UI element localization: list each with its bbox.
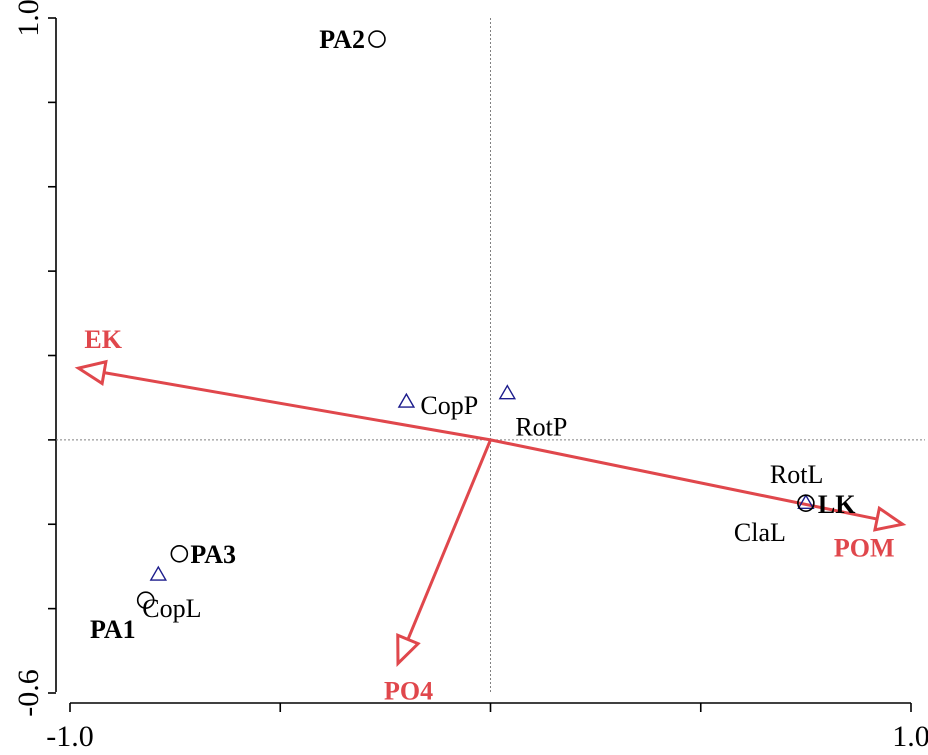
vector-label: POM	[834, 533, 895, 562]
vector-arrowhead	[872, 505, 907, 532]
reference-lines	[56, 18, 925, 693]
site-label: PA3	[190, 540, 236, 569]
y-tick-label: 1.0	[12, 0, 45, 37]
vector-arrowhead	[396, 632, 421, 668]
site-label: PA1	[90, 615, 136, 644]
site-label: LK	[818, 490, 856, 519]
site-label: PA2	[319, 25, 365, 54]
vector-line	[103, 371, 491, 442]
site-points: PA2 PA3 PA1 LK	[90, 25, 856, 644]
x-tick-label: -1.0	[46, 720, 94, 753]
vector-line	[406, 439, 492, 641]
site-marker	[170, 544, 189, 563]
site-marker	[136, 591, 155, 609]
species-label: CopL	[142, 594, 201, 623]
site-marker	[368, 30, 386, 48]
species-marker	[149, 565, 168, 581]
x-tick-label: 1.0	[892, 720, 928, 753]
species-points: CopP RotP CopL RotL ClaL	[142, 384, 823, 623]
vector-label: EK	[84, 325, 122, 354]
vector-label: PO4	[384, 676, 433, 705]
y-tick-label: -0.6	[12, 669, 45, 717]
species-label: RotL	[770, 460, 823, 489]
site-marker	[797, 494, 815, 512]
y-axis-ticks: -0.6 1.0	[12, 0, 56, 717]
species-marker	[797, 493, 815, 510]
species-label: ClaL	[734, 518, 786, 547]
vector-arrowhead	[74, 359, 108, 386]
species-label: RotP	[515, 412, 567, 441]
species-marker	[397, 392, 416, 408]
x-axis-ticks: -1.0 1.0	[46, 703, 928, 753]
species-label: CopP	[420, 391, 478, 420]
species-marker	[498, 384, 517, 400]
